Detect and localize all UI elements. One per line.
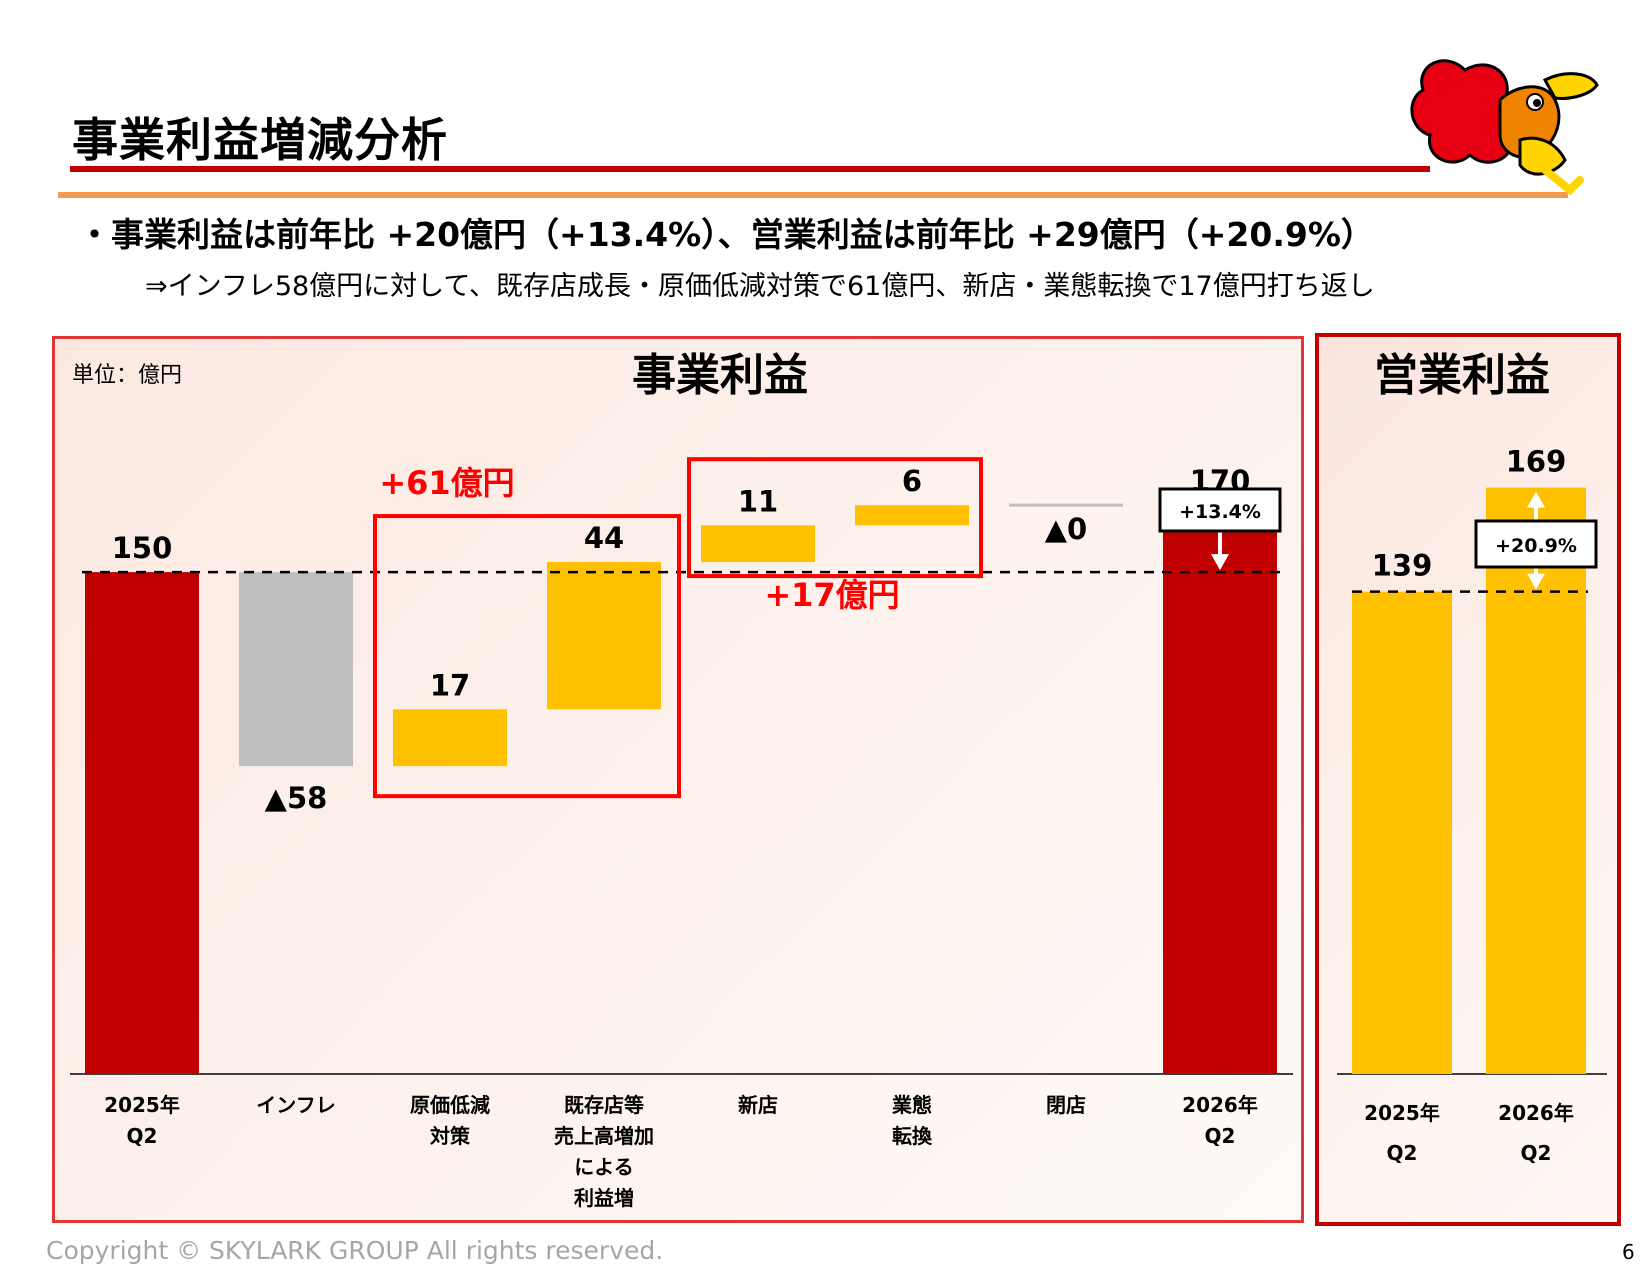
chart-title: 事業利益: [632, 350, 808, 401]
category-label-6: 閉店: [1046, 1093, 1086, 1117]
value-label-2: 17: [430, 668, 470, 702]
value-label-4: 11: [738, 484, 778, 518]
copyright-text: Copyright © SKYLARK GROUP All rights res…: [46, 1236, 664, 1265]
category-label-5: 業態転換: [892, 1093, 933, 1148]
right-value-label-0: 139: [1372, 549, 1433, 583]
category-label-4: 新店: [738, 1093, 778, 1117]
bar-7: [1163, 505, 1277, 1074]
title-underline-red: [70, 166, 1430, 172]
growth-arrow-left-head-bottom: [1211, 554, 1229, 571]
group2-label: +17億円: [764, 576, 899, 614]
category-label-3: 既存店等売上高増加による利益増: [554, 1093, 654, 1210]
unit-label: 単位：億円: [72, 363, 182, 388]
growth-label-right: +20.9%: [1495, 535, 1577, 557]
value-label-3: 44: [584, 521, 624, 555]
category-label-0: 2025年 Q2: [104, 1093, 180, 1148]
bar-4: [701, 525, 815, 563]
right-bar-0: [1352, 591, 1452, 1074]
growth-box-right: [1474, 519, 1598, 569]
value-label-0: 150: [112, 531, 173, 565]
growth-label-left: +13.4%: [1179, 501, 1261, 523]
growth-arrow-right-head-bottom: [1527, 573, 1545, 590]
growth-box-left: [1158, 487, 1282, 533]
bar-0: [85, 572, 199, 1074]
right-value-label-1: 169: [1506, 445, 1567, 479]
group2-highlight-box: [687, 457, 983, 579]
group1-label: +61億円: [379, 464, 514, 502]
category-label-7: 2026年 Q2: [1182, 1093, 1258, 1148]
page-title: 事業利益増減分析: [72, 113, 448, 167]
bar-1: [239, 572, 353, 767]
bar-2: [393, 709, 507, 767]
group1-highlight-box: [373, 514, 681, 799]
growth-arrow-right-head-top: [1527, 491, 1545, 508]
bar-5: [855, 505, 969, 526]
value-label-6: ▲0: [1045, 512, 1087, 546]
right-category-label-0: 2025年 Q2: [1364, 1101, 1440, 1165]
summary-sub-bullet: ⇒インフレ58億円に対して、既存店成長・原価低減対策で61億円、新店・業態転換で…: [145, 271, 1375, 302]
value-label-1: ▲58: [265, 781, 328, 815]
value-label-5: 6: [902, 464, 922, 498]
category-label-1: インフレ: [256, 1093, 335, 1117]
right-category-label-1: 2026年 Q2: [1498, 1101, 1574, 1165]
title-underline-orange: [58, 192, 1568, 198]
page-number: 6: [1622, 1240, 1635, 1264]
summary-bullet: ・事業利益は前年比 +20億円（+13.4%）、営業利益は前年比 +29億円（+…: [78, 215, 1374, 254]
right-chart-title: 営業利益: [1374, 350, 1550, 401]
mascot-chicken-icon: [1410, 59, 1599, 196]
bar-3: [547, 562, 661, 710]
category-label-2: 原価低減対策: [410, 1093, 490, 1148]
